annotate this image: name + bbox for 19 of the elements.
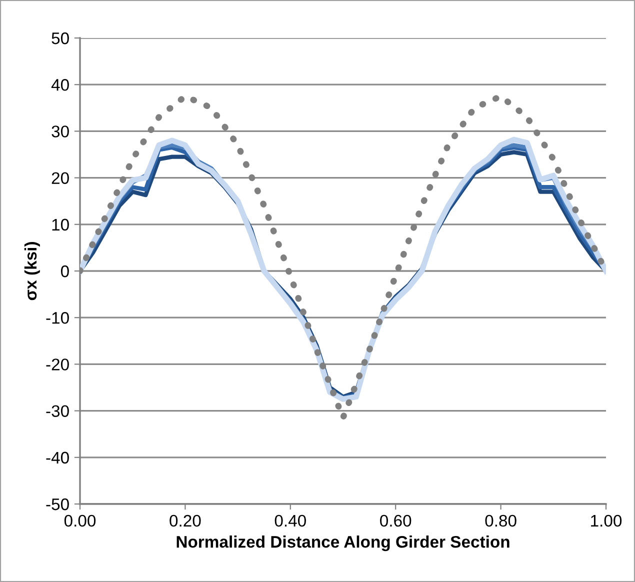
x-tick-label: 1.00 [591,514,622,527]
x-tick-label: 0.00 [64,514,96,527]
y-tick-label: -40 [46,452,69,464]
y-tick-label: -30 [46,405,69,418]
y-tick-label: -50 [46,498,69,510]
y-tick-label: -20 [46,358,69,370]
x-tick-label: 0.80 [485,514,516,527]
y-tick-label: 10 [52,218,69,231]
y-axis-title: σx (ksi) [24,242,40,300]
x-tick-label: 0.40 [274,514,306,527]
y-tick-label: 0 [60,265,69,278]
x-tick-label: 0.60 [380,514,412,527]
x-axis-title: Normalized Distance Along Girder Section [176,536,510,552]
y-tick-label: 50 [52,32,69,44]
y-tick-label: 20 [52,172,69,184]
y-tick-label: -10 [46,312,69,324]
y-tick-label: 30 [52,126,69,138]
x-tick-label: 0.20 [170,514,201,527]
y-tick-label: 40 [51,79,69,91]
